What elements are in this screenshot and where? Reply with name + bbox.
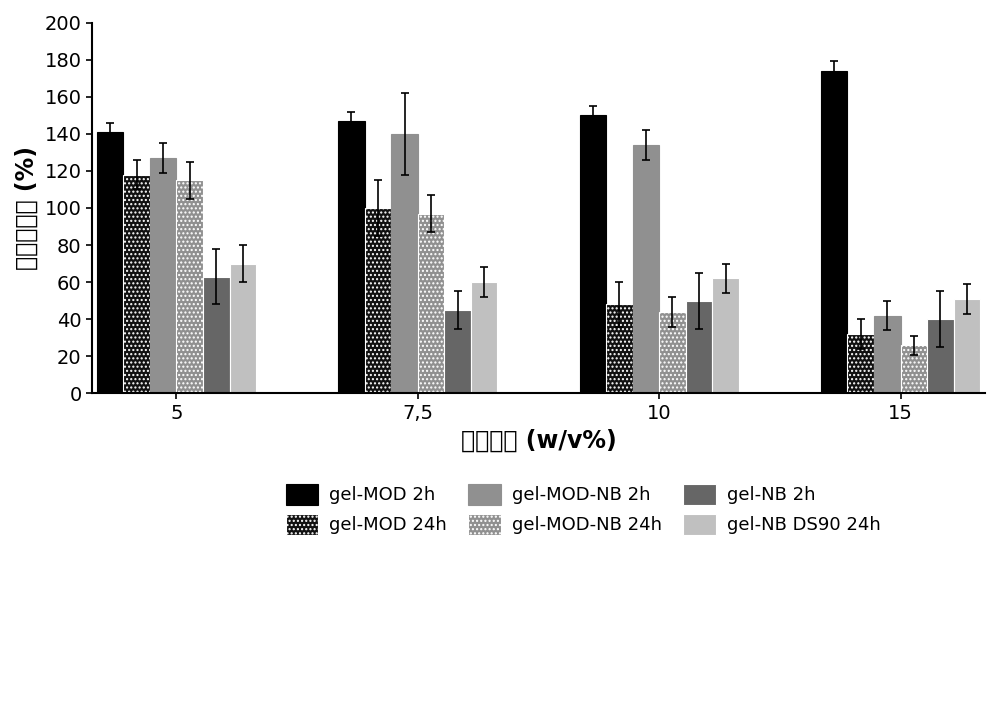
Bar (418, 213, 444, 393)
Bar (150, 158, 176, 393)
Bar (712, 278, 739, 393)
Bar (444, 310, 471, 393)
Bar (471, 282, 497, 393)
Bar (927, 319, 954, 393)
Legend: gel-MOD 2h, gel-MOD 24h, gel-MOD-NB 2h, gel-MOD-NB 24h, gel-NB 2h, gel-NB DS90 2: gel-MOD 2h, gel-MOD 24h, gel-MOD-NB 2h, … (278, 477, 888, 542)
Bar (954, 299, 980, 393)
X-axis label: 明胶浓度 (w/v%): 明胶浓度 (w/v%) (461, 428, 616, 453)
Bar (659, 312, 686, 393)
Y-axis label: 细胞存活率 (%): 细胞存活率 (%) (15, 146, 39, 270)
Bar (230, 263, 256, 393)
Bar (391, 134, 418, 393)
Bar (338, 121, 365, 393)
Bar (580, 115, 606, 393)
Bar (203, 276, 230, 393)
Bar (847, 334, 874, 393)
Bar (176, 180, 203, 393)
Bar (365, 208, 391, 393)
Bar (97, 132, 123, 393)
Bar (874, 316, 901, 393)
Bar (606, 304, 633, 393)
Bar (633, 145, 659, 393)
Bar (123, 175, 150, 393)
Bar (821, 71, 847, 393)
Bar (901, 346, 927, 393)
Bar (686, 301, 712, 393)
